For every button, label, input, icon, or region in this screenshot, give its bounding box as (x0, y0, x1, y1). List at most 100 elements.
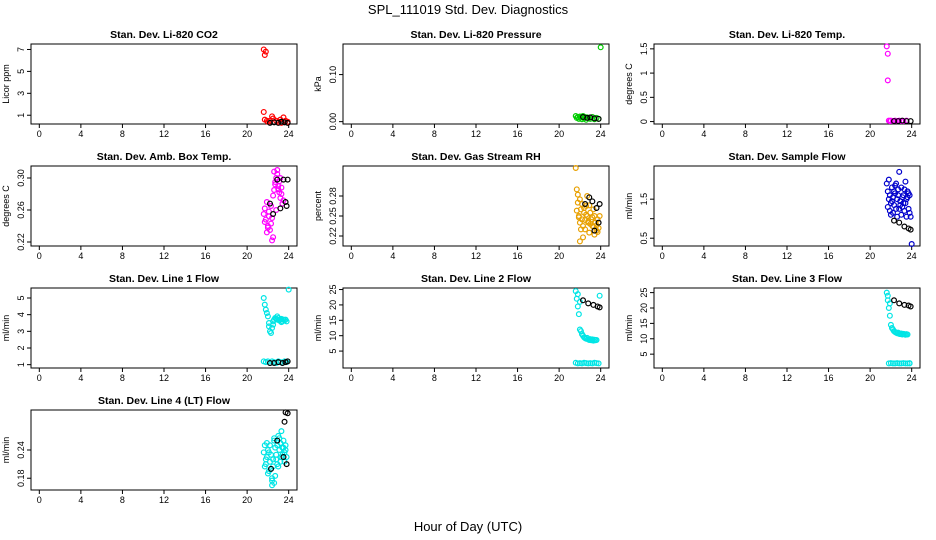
series-black (266, 358, 291, 367)
data-point (883, 289, 890, 296)
chart-panel-8: Stan. Dev. Line 2 Flow 0 4 8 12 16 20 24 5 10 15 20… (313, 273, 610, 383)
y-axis-label: kPa (313, 76, 323, 92)
data-point (576, 196, 583, 203)
x-tick-label: 0 (349, 251, 354, 261)
series-color (260, 46, 291, 126)
data-point (902, 178, 909, 185)
y-tick-label: 20 (328, 300, 338, 310)
x-tick-label: 8 (743, 129, 748, 139)
x-tick-label: 12 (471, 251, 481, 261)
data-point (885, 305, 892, 312)
plot-frame (30, 287, 298, 369)
y-tick-label: 5 (639, 352, 649, 357)
x-tick-label: 16 (201, 495, 211, 505)
series-black (580, 297, 603, 311)
y-tick-label: 0.22 (328, 227, 338, 245)
x-tick-label: 8 (432, 373, 437, 383)
data-point (896, 168, 903, 175)
y-tick-label: 0.18 (16, 469, 26, 487)
chart-panel-3: Stan. Dev. Li-820 Temp. 0 4 8 12 16 20 24 0 0.5 1 1… (624, 29, 921, 139)
data-point (262, 306, 269, 313)
x-tick-label: 16 (824, 373, 834, 383)
data-point (266, 200, 273, 207)
data-point (591, 115, 598, 122)
series-color (572, 44, 604, 123)
x-tick-label: 12 (159, 129, 169, 139)
y-axis-label: percent (313, 190, 323, 221)
data-point (262, 48, 269, 55)
x-tick-label: 4 (78, 373, 83, 383)
x-tick-label: 8 (120, 373, 125, 383)
data-point (899, 117, 906, 124)
series-black (268, 409, 291, 472)
data-point (271, 479, 278, 486)
x-tick-label: 0 (37, 129, 42, 139)
y-tick-label: 3 (16, 91, 26, 96)
data-point (884, 77, 891, 84)
y-tick-label: 0 (639, 119, 649, 124)
data-point (884, 292, 891, 299)
x-tick-label: 16 (513, 251, 523, 261)
x-tick-label: 20 (242, 251, 252, 261)
data-point (900, 200, 907, 207)
data-point (268, 465, 275, 472)
y-axis-label: degrees C (1, 185, 11, 227)
y-tick-label: 1 (16, 362, 26, 367)
x-tick-label: 12 (159, 251, 169, 261)
x-tick-label: 20 (865, 373, 875, 383)
data-point (591, 227, 598, 234)
data-point (903, 118, 910, 125)
data-point (572, 165, 579, 172)
chart-panel-4: Stan. Dev. Amb. Box Temp. 0 4 8 12 16 20 24 0.22… (1, 151, 298, 261)
series-color (260, 286, 292, 367)
y-tick-label: 0.26 (16, 201, 26, 219)
data-point (595, 360, 602, 367)
data-point (266, 360, 273, 367)
data-point (597, 44, 604, 51)
data-point (263, 310, 270, 317)
data-point (593, 337, 600, 344)
x-tick-label: 20 (554, 129, 564, 139)
data-point (594, 229, 601, 236)
x-tick-label: 24 (596, 129, 606, 139)
x-tick-label: 8 (120, 495, 125, 505)
data-point (888, 198, 895, 205)
data-point (261, 219, 268, 226)
y-tick-label: 25 (639, 288, 649, 298)
y-tick-label: 0.00 (328, 113, 338, 131)
chart-panel-2: Stan. Dev. Li-820 Pressure 0 4 8 12 16 20 24 0.0… (313, 29, 610, 139)
series-color (260, 167, 287, 244)
y-tick-label: 2 (16, 345, 26, 350)
y-tick-label: 0.5 (639, 91, 649, 104)
series-black (582, 194, 603, 234)
x-tick-label: 20 (865, 251, 875, 261)
data-point (261, 463, 268, 470)
series-black (891, 217, 914, 233)
x-tick-label: 20 (242, 495, 252, 505)
y-axis-label: ml/min (1, 437, 11, 464)
x-tick-label: 4 (701, 373, 706, 383)
data-point (883, 43, 890, 50)
data-point (272, 472, 279, 479)
x-tick-label: 12 (471, 129, 481, 139)
data-point (577, 328, 584, 335)
data-point (896, 360, 903, 367)
x-tick-label: 0 (660, 373, 665, 383)
data-point (261, 51, 268, 58)
data-point (596, 213, 603, 220)
data-point (270, 321, 277, 328)
data-point (889, 360, 896, 367)
x-tick-label: 0 (660, 129, 665, 139)
data-point (574, 303, 581, 310)
data-point (891, 217, 898, 224)
data-point (889, 209, 896, 216)
data-point (904, 331, 911, 338)
x-tick-label: 12 (782, 129, 792, 139)
data-point (586, 229, 593, 236)
x-tick-label: 12 (159, 373, 169, 383)
data-point (884, 50, 891, 57)
panel-title: Stan. Dev. Li-820 Pressure (410, 29, 541, 41)
data-point (271, 168, 278, 175)
data-point (264, 313, 271, 320)
